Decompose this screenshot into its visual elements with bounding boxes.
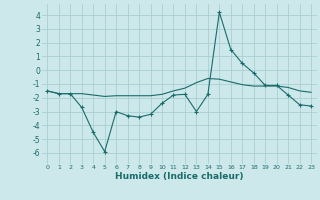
X-axis label: Humidex (Indice chaleur): Humidex (Indice chaleur) [115,172,244,181]
